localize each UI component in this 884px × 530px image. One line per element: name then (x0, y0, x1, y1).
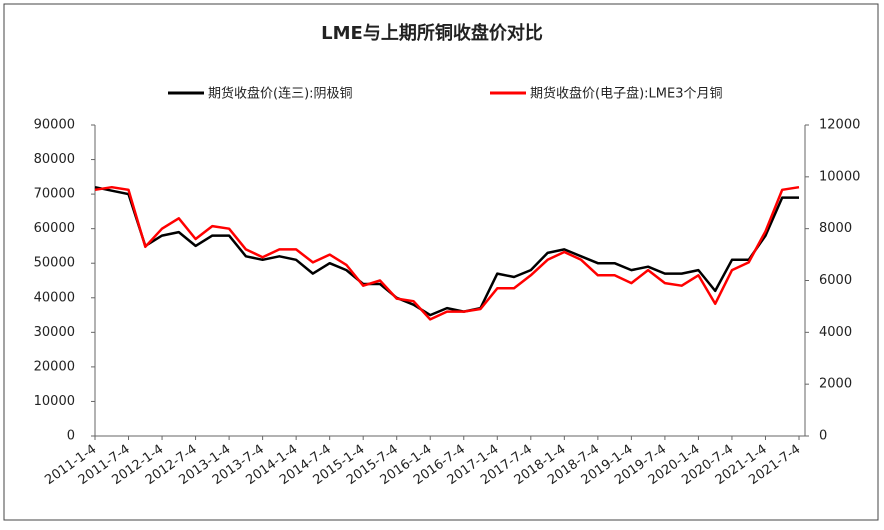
y-tick-label: 90000 (34, 118, 75, 133)
y2-tick-label: 0 (819, 429, 827, 444)
y-tick-label: 60000 (34, 221, 75, 236)
y-tick-label: 50000 (34, 256, 75, 271)
y2-tick-label: 4000 (819, 325, 852, 340)
y2-tick-label: 12000 (819, 118, 860, 133)
line (94, 185, 799, 317)
chart-title: LME与上期所铜收盘价对比 (321, 22, 543, 44)
y-tick-label: 70000 (34, 187, 75, 202)
y-tick-label: 30000 (34, 325, 75, 340)
line (94, 185, 800, 321)
legend-label: 期货收盘价(电子盘):LME3个月铜 (530, 86, 722, 102)
y2-tick-label: 8000 (819, 221, 852, 236)
y2-tick-label: 10000 (819, 169, 860, 184)
y2-tick-label: 2000 (819, 377, 852, 392)
y-tick-label: 40000 (34, 290, 75, 305)
y2-tick-label: 6000 (819, 273, 852, 288)
y-tick-label: 80000 (34, 152, 75, 167)
y-tick-label: 0 (67, 429, 75, 444)
legend-label: 期货收盘价(连三):阴极铜 (208, 86, 353, 102)
y-tick-label: 20000 (34, 359, 75, 374)
y-tick-label: 10000 (34, 394, 75, 409)
frame (3, 3, 879, 521)
